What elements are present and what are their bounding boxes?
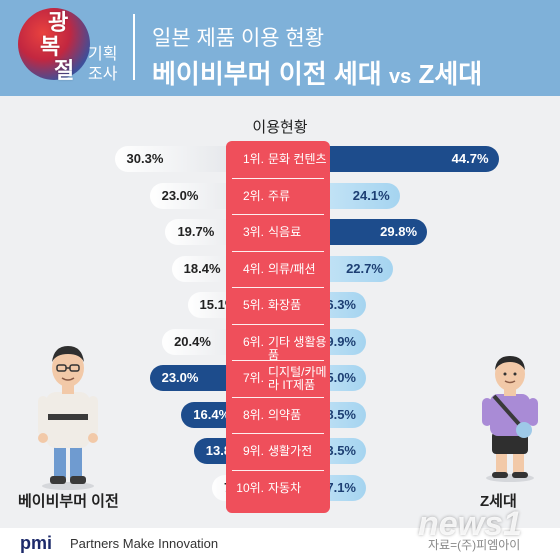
pmi-logo: pmi — [20, 533, 53, 553]
footer-tagline: Partners Make Innovation — [70, 536, 219, 551]
right-group-label: Z세대 — [480, 493, 517, 510]
category-name: 문화 컨텐츠 — [268, 152, 327, 166]
category-name: 자동차 — [268, 480, 302, 495]
logo-circle-icon — [18, 8, 90, 80]
category-rank: 5위. — [242, 298, 264, 312]
header-divider — [133, 14, 135, 80]
category-divider — [232, 250, 324, 252]
category-rank: 4위. — [242, 261, 264, 276]
category-rank: 10위. — [236, 480, 264, 495]
footer: pmi Partners Make Innovation 자료=(주)피엠아이 — [0, 528, 560, 560]
logo-char-3: 절 — [54, 58, 75, 83]
category-rank: 1위. — [242, 152, 264, 166]
category-rank: 9위. — [242, 444, 264, 458]
logo-sub-1: 기획 — [88, 46, 118, 63]
subtitle-vs: vs — [388, 66, 412, 88]
category-name: 의류/패션 — [268, 261, 316, 276]
logo-sub-2: 조사 — [88, 66, 118, 83]
category-name: 기타 생활용품 — [268, 334, 327, 362]
category-divider — [232, 323, 324, 325]
category-divider — [232, 396, 324, 398]
category-name: 화장품 — [268, 298, 302, 312]
category-name: 주류 — [268, 188, 291, 203]
category-rank: 2위. — [242, 188, 264, 203]
category-name: 식음료 — [268, 225, 302, 239]
category-rank: 6위. — [242, 334, 264, 349]
category-divider — [232, 469, 324, 471]
category-divider — [232, 360, 324, 361]
category-divider — [232, 287, 324, 288]
category-divider — [232, 177, 324, 179]
category-name: 생활가전 — [268, 444, 313, 458]
header-title: 일본 제품 이용 현황 — [152, 27, 325, 50]
header-banner: 광 복 절 기획 조사 일본 제품 이용 현황 베이비부머 이전 세대 vs Z… — [0, 0, 560, 96]
left-group-label: 베이비부머 이전 — [18, 493, 119, 510]
young-man-illustration — [482, 356, 538, 482]
category-column: 1위. 문화 컨텐츠 2위. 주류 3위. 식음료 4위. 의류/패션 5위. 화장품 6위. 기타 … — [226, 141, 330, 513]
chart-title: 이용현황 — [252, 119, 308, 136]
category-divider — [232, 214, 324, 215]
category-divider — [232, 433, 324, 434]
series-logo: 광 복 절 기획 조사 — [18, 6, 122, 90]
category-name: 디지털/카메라 IT제품 — [268, 365, 327, 392]
older-man-illustration — [38, 346, 98, 490]
header-subtitle: 베이비부머 이전 세대 vs Z세대 — [152, 54, 482, 91]
category-rank: 7위. — [242, 371, 264, 385]
news1-watermark: news1 — [418, 505, 522, 543]
category-rank: 8위. — [242, 407, 264, 422]
subtitle-right-group: Z세대 — [418, 59, 483, 89]
footer-source: 자료=(주)피엠아이 — [428, 538, 521, 552]
logo-char-1: 광 — [48, 10, 69, 35]
category-rank: 3위. — [242, 225, 264, 239]
category-name: 의약품 — [268, 407, 302, 422]
subtitle-left-group: 베이비부머 이전 세대 — [152, 59, 382, 89]
logo-char-2: 복 — [40, 34, 61, 59]
